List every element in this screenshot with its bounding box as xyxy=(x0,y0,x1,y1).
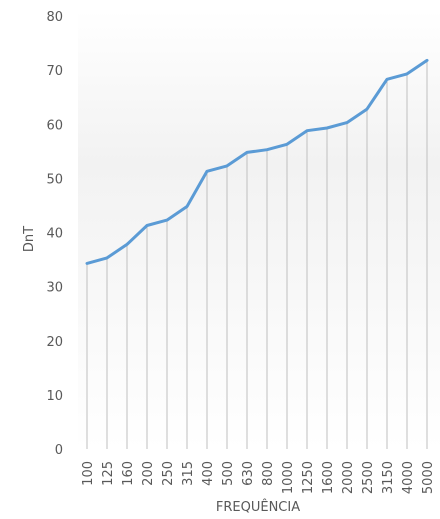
x-tick-label: 160 xyxy=(121,461,136,486)
y-tick-label: 70 xyxy=(46,64,63,79)
y-tick-label: 50 xyxy=(46,172,63,187)
x-tick-label: 200 xyxy=(141,461,156,486)
y-tick-label: 10 xyxy=(46,389,63,404)
y-tick-label: 30 xyxy=(46,281,63,296)
x-tick-label: 630 xyxy=(241,461,256,486)
drop-lines xyxy=(86,60,428,449)
x-tick-label: 125 xyxy=(101,461,116,486)
x-tick-label: 1000 xyxy=(281,461,296,494)
x-tick-label: 250 xyxy=(161,461,176,486)
y-axis-ticks: 0 10 20 30 40 50 60 70 80 xyxy=(46,10,63,458)
y-tick-label: 20 xyxy=(46,335,63,350)
x-tick-label: 2500 xyxy=(361,461,376,494)
x-tick-label: 1600 xyxy=(321,461,336,494)
series-line xyxy=(85,58,429,265)
y-axis-label: DnT xyxy=(22,226,37,252)
x-axis-label: FREQUÊNCIA xyxy=(216,499,300,515)
x-tick-label: 400 xyxy=(201,461,216,486)
x-tick-label: 4000 xyxy=(401,461,416,494)
x-tick-label: 315 xyxy=(181,461,196,486)
x-tick-label: 100 xyxy=(81,461,96,486)
x-tick-label: 3150 xyxy=(381,461,396,494)
x-tick-label: 800 xyxy=(261,461,276,486)
x-axis-ticks: 100 125 160 200 250 315 400 500 630 800 1000 1250 16… xyxy=(81,461,436,494)
x-tick-label: 2000 xyxy=(341,461,356,494)
y-tick-label: 80 xyxy=(46,10,63,25)
x-tick-label: 1250 xyxy=(301,461,316,494)
y-tick-label: 60 xyxy=(46,118,63,133)
y-tick-label: 0 xyxy=(55,443,63,458)
plot-background xyxy=(78,10,440,450)
x-tick-label: 5000 xyxy=(421,461,436,494)
x-tick-label: 500 xyxy=(221,461,236,486)
y-tick-label: 40 xyxy=(46,227,63,242)
